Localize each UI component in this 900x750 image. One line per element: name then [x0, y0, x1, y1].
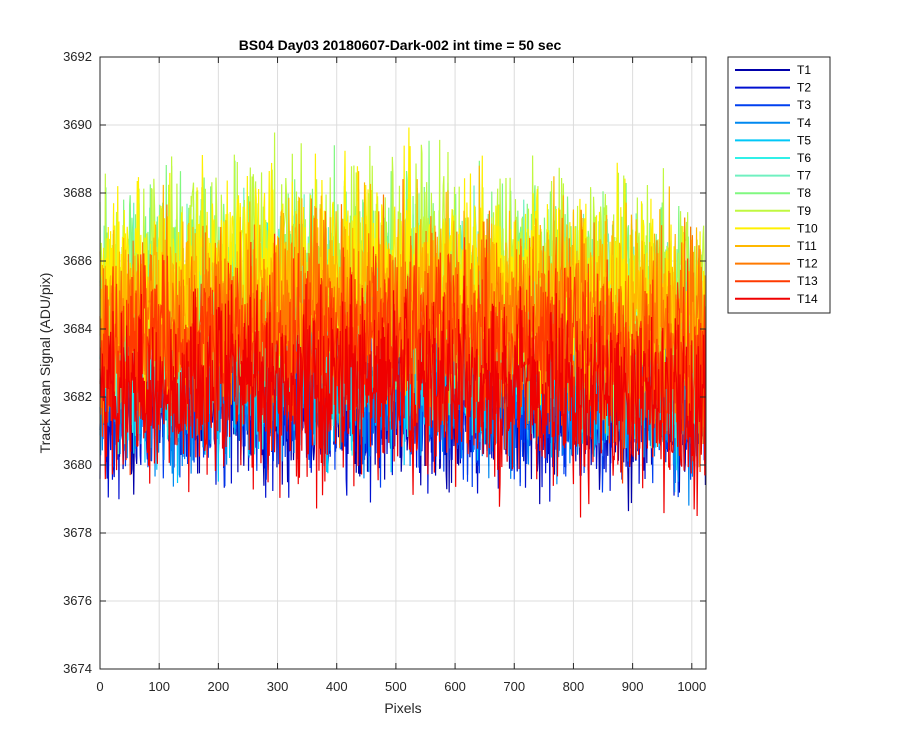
x-tick-label: 300	[267, 679, 289, 694]
x-axis-ticks: 0 100 200 300 400 500 600 700 800 900 1000	[96, 57, 706, 694]
series-line-t14	[99, 274, 707, 518]
legend-label-t9: T9	[797, 204, 811, 218]
x-tick-label: 400	[326, 679, 348, 694]
y-tick-label: 3680	[63, 457, 92, 472]
legend-label-t1: T1	[797, 63, 811, 77]
y-axis-label: Track Mean Signal (ADU/pix)	[37, 273, 53, 454]
y-tick-label: 3690	[63, 117, 92, 132]
legend-label-t10: T10	[797, 221, 818, 235]
plot-frame	[99, 56, 707, 670]
x-tick-label: 700	[503, 679, 525, 694]
x-tick-label: 200	[208, 679, 230, 694]
y-tick-label: 3684	[63, 321, 92, 336]
x-tick-label: 600	[444, 679, 466, 694]
legend: T1 T2 T3 T4 T5 T6 T7 T8 T9 T10 T11 T12 T13 T14	[727, 56, 831, 314]
x-axis-label: Pixels	[384, 700, 421, 716]
series-group	[99, 127, 707, 518]
x-tick-label: 900	[622, 679, 644, 694]
legend-label-t7: T7	[797, 169, 811, 183]
legend-label-t14: T14	[797, 292, 818, 306]
legend-label-t11: T11	[797, 239, 817, 253]
y-tick-label: 3674	[63, 661, 92, 676]
legend-label-t3: T3	[797, 98, 811, 112]
legend-label-t13: T13	[797, 274, 818, 288]
x-tick-label: 1000	[677, 679, 706, 694]
y-tick-label: 3678	[63, 525, 92, 540]
legend-box	[727, 56, 831, 314]
legend-label-t8: T8	[797, 186, 811, 200]
chart-title: BS04 Day03 20180607-Dark-002 int time = …	[239, 37, 562, 53]
y-tick-label: 3688	[63, 185, 92, 200]
y-tick-label: 3676	[63, 593, 92, 608]
legend-label-t4: T4	[797, 116, 811, 130]
x-tick-label: 0	[96, 679, 103, 694]
y-axis-ticks: 3674 3676 3678 3680 3682 3684 3686 3688 3690 3692	[63, 49, 706, 676]
legend-label-t2: T2	[797, 81, 811, 95]
legend-label-t6: T6	[797, 151, 811, 165]
x-tick-label: 100	[148, 679, 170, 694]
y-tick-label: 3686	[63, 253, 92, 268]
legend-label-t12: T12	[797, 257, 818, 271]
x-tick-label: 500	[385, 679, 407, 694]
legend-label-t5: T5	[797, 133, 811, 147]
y-tick-label: 3682	[63, 389, 92, 404]
x-tick-label: 800	[563, 679, 585, 694]
y-tick-label: 3692	[63, 49, 92, 64]
